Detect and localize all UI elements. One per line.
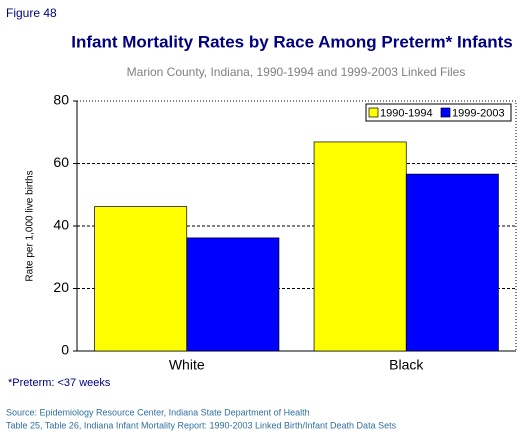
plot-frame	[76, 100, 517, 352]
y-tick-label: 40	[53, 217, 69, 233]
figure-label: Figure 48	[6, 6, 57, 20]
bar	[186, 237, 280, 352]
y-tick-label: 20	[53, 279, 69, 295]
bar	[405, 173, 499, 352]
y-axis-label: Rate per 1,000 live births	[25, 170, 36, 281]
source-line: Table 25, Table 26, Indiana Infant Morta…	[6, 420, 397, 430]
legend-label: 1990-1994	[380, 107, 433, 119]
bar	[313, 141, 407, 352]
y-tick-label: 60	[53, 154, 69, 170]
y-tick-label: 80	[53, 92, 69, 108]
x-tick-label: White	[169, 357, 205, 373]
legend-label: 1999-2003	[452, 107, 505, 119]
y-tick-label: 0	[61, 342, 69, 358]
legend-swatch	[368, 107, 379, 118]
chart-subtitle: Marion County, Indiana, 1990-1994 and 19…	[127, 65, 466, 79]
bar	[94, 206, 188, 352]
x-tick-label: Black	[389, 357, 424, 373]
chart-title: Infant Mortality Rates by Race Among Pre…	[71, 32, 512, 51]
legend-swatch	[440, 107, 451, 118]
source-line: Source: Epidemiology Resource Center, In…	[6, 407, 310, 417]
footnote: *Preterm: <37 weeks	[8, 377, 111, 389]
legend-box	[365, 103, 512, 122]
